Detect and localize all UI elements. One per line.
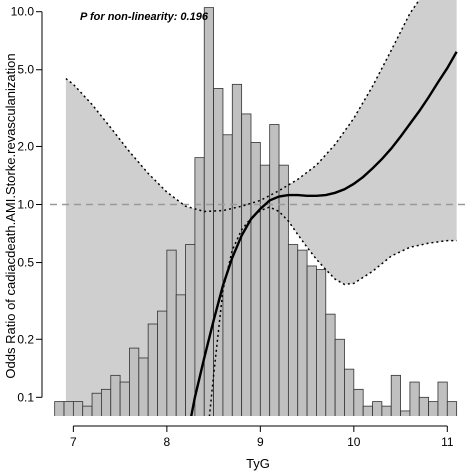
histogram-bar <box>138 357 149 416</box>
histogram-bar <box>72 401 84 416</box>
x-tick-label: 11 <box>441 435 454 449</box>
non-linearity-annotation: P for non-linearity: 0.196 <box>80 11 209 23</box>
histogram-bar <box>400 410 411 416</box>
x-tick-label: 10 <box>347 435 361 449</box>
y-tick-label: 10.0 <box>11 5 35 19</box>
y-tick-label: 0.5 <box>17 256 34 270</box>
ci-upper-line <box>65 0 421 213</box>
histogram-bar <box>381 405 392 416</box>
y-tick-label: 0.2 <box>17 332 34 346</box>
histogram-bar <box>203 7 214 416</box>
histogram-bar <box>325 313 336 416</box>
histogram-bar <box>91 392 102 416</box>
x-axis-title: TyG <box>246 456 270 471</box>
histogram-bar <box>175 294 186 416</box>
histogram-bar <box>409 381 420 416</box>
histogram-bar <box>119 381 130 416</box>
histogram-bar <box>446 401 458 416</box>
y-tick-label: 5.0 <box>17 63 34 77</box>
histogram-bar <box>287 244 299 416</box>
y-axis-title: Odds Ratio of cadiacdeath.AMI.Storke.rev… <box>3 53 18 378</box>
histogram-bar <box>306 265 317 416</box>
histogram-bar <box>278 164 289 416</box>
histogram-bar <box>129 347 140 416</box>
histogram-bar <box>372 401 383 416</box>
histogram-bar <box>101 388 112 416</box>
y-tick-label: 0.1 <box>17 390 34 404</box>
histogram-bar <box>353 388 364 416</box>
histogram-bar <box>63 401 74 416</box>
x-tick-label: 9 <box>257 435 264 449</box>
histogram-bar <box>418 396 430 416</box>
histogram-bar <box>231 83 243 416</box>
histogram-bar <box>390 374 401 416</box>
estimate-line <box>190 51 458 416</box>
histogram-bar <box>82 405 93 416</box>
histogram-bar <box>54 401 65 416</box>
histogram-bar <box>316 269 327 416</box>
histogram-bar <box>428 401 439 416</box>
histogram-bar <box>241 113 252 416</box>
y-tick-label: 2.0 <box>17 139 34 153</box>
x-tick-label: 7 <box>70 435 77 449</box>
histogram-bar <box>147 323 158 416</box>
histogram-bar <box>250 141 261 416</box>
histogram-bar <box>334 338 345 416</box>
y-tick-label: 1.0 <box>17 198 34 212</box>
histogram-bar <box>213 88 224 416</box>
histogram-bar <box>269 124 280 416</box>
histogram-bar <box>362 405 373 416</box>
histogram-bar <box>166 249 177 416</box>
x-tick-label: 8 <box>164 435 171 449</box>
histogram-bar <box>437 381 448 416</box>
histogram-bar <box>110 374 121 416</box>
histogram-bar <box>297 249 308 416</box>
histogram-bar <box>157 310 168 416</box>
